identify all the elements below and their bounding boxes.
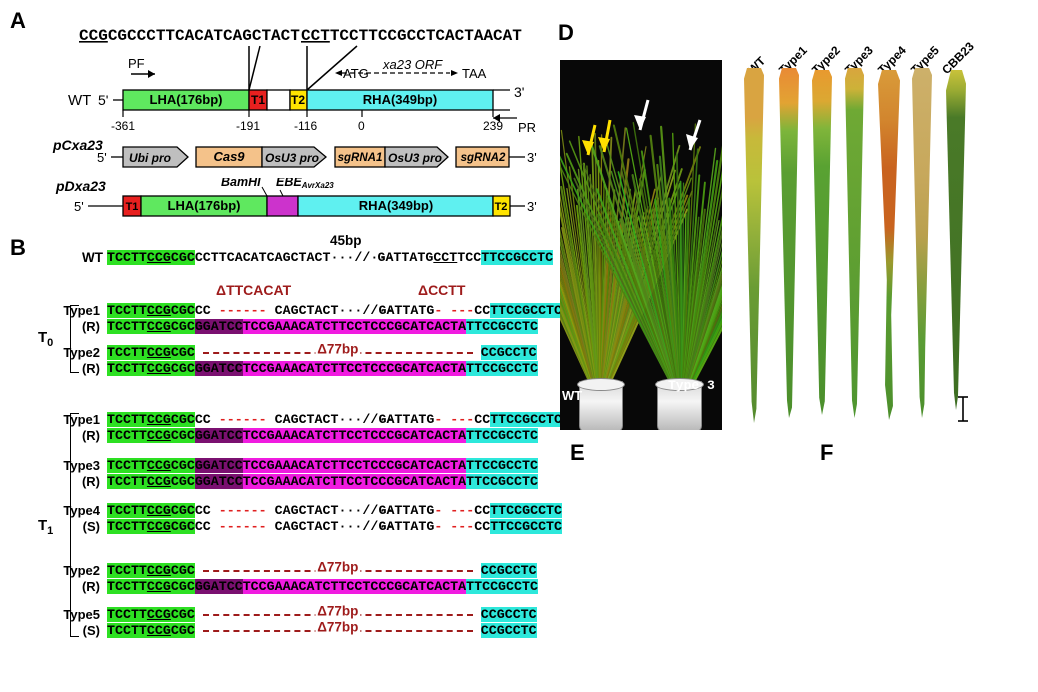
svg-text:T2: T2 bbox=[495, 201, 508, 213]
svg-text:CCGCGCCCTTCACATCAGCTACT: CCGCGCCCTTCACATCAGCTACT bbox=[79, 27, 300, 45]
svg-text:5': 5' bbox=[97, 150, 107, 165]
svg-text:LHA(176bp): LHA(176bp) bbox=[168, 198, 241, 213]
svg-text:T2: T2 bbox=[291, 93, 305, 107]
svg-text:-116: -116 bbox=[294, 119, 317, 133]
svg-text:5': 5' bbox=[98, 92, 108, 108]
svg-text:BamHI: BamHI bbox=[221, 178, 261, 189]
svg-text:RHA(349bp): RHA(349bp) bbox=[359, 198, 433, 213]
svg-text:xa23 ORF: xa23 ORF bbox=[382, 57, 443, 72]
svg-text:Cas9: Cas9 bbox=[213, 149, 245, 164]
svg-text:EBEAvrXa23: EBEAvrXa23 bbox=[276, 178, 334, 190]
svg-text:pCxa23: pCxa23 bbox=[52, 140, 103, 153]
svg-text:CCTTCCTTCCGCCTCACTAACAT: CCTTCCTTCCGCCTCACTAACAT bbox=[301, 27, 522, 45]
svg-text:3': 3' bbox=[527, 150, 537, 165]
svg-text:PR: PR bbox=[518, 120, 536, 135]
svg-text:LHA(176bp): LHA(176bp) bbox=[150, 92, 223, 107]
svg-text:0: 0 bbox=[358, 119, 365, 133]
svg-text:3': 3' bbox=[527, 199, 537, 214]
svg-text:sgRNA2: sgRNA2 bbox=[461, 152, 506, 164]
svg-text:5': 5' bbox=[74, 199, 84, 214]
svg-text:pDxa23: pDxa23 bbox=[55, 178, 106, 194]
svg-text:OsU3 pro: OsU3 pro bbox=[388, 151, 442, 165]
svg-text:RHA(349bp): RHA(349bp) bbox=[363, 92, 437, 107]
svg-text:-191: -191 bbox=[236, 119, 260, 133]
svg-text:TAA: TAA bbox=[462, 66, 487, 81]
svg-text:T1: T1 bbox=[126, 201, 139, 213]
svg-text:WT: WT bbox=[68, 92, 91, 109]
svg-text:-361: -361 bbox=[111, 119, 135, 133]
svg-text:PF: PF bbox=[128, 56, 145, 71]
svg-text:sgRNA1: sgRNA1 bbox=[338, 152, 383, 164]
svg-text:239: 239 bbox=[483, 119, 503, 133]
svg-text:Ubi pro: Ubi pro bbox=[129, 151, 171, 165]
svg-text:3': 3' bbox=[514, 84, 524, 100]
svg-text:T1: T1 bbox=[251, 93, 265, 107]
svg-text:OsU3 pro: OsU3 pro bbox=[265, 151, 319, 165]
